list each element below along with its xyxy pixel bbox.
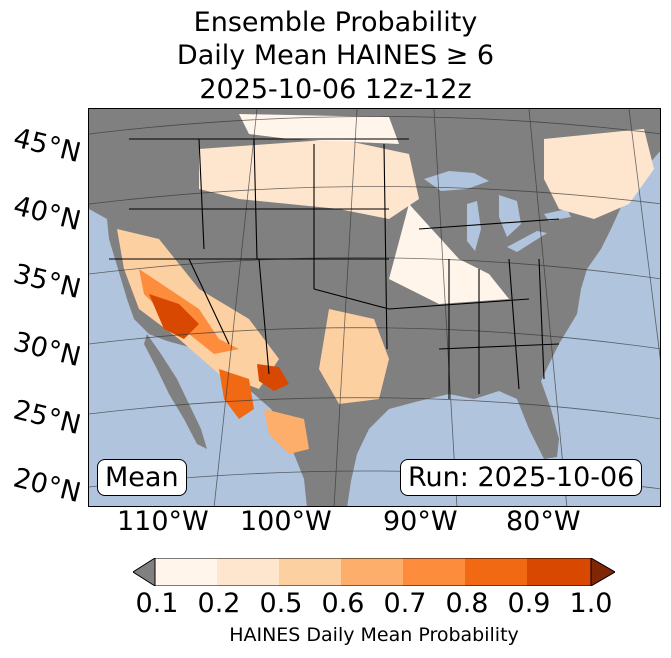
- colorbar-frame: [154, 558, 592, 586]
- meridian-110: [213, 109, 258, 506]
- prob-patch-southern-plains: [319, 309, 389, 404]
- colorbar-bin-6: [527, 558, 591, 586]
- colorbar-tick-0.8: 0.8: [445, 588, 489, 619]
- lake-erie: [507, 231, 547, 252]
- map-svg: [89, 109, 660, 506]
- colorbar-tick-0.2: 0.2: [197, 588, 241, 619]
- colorbar-label: HAINES Daily Mean Probability: [229, 624, 519, 646]
- parallel-45: [89, 116, 660, 135]
- lon-label-90: 90°W: [383, 506, 458, 537]
- lake-ontario: [544, 209, 571, 221]
- colorbar-bin-3: [341, 558, 403, 586]
- parallel-40: [89, 186, 660, 205]
- colorbar: [133, 558, 615, 586]
- lat-label-30: 30°N: [10, 326, 84, 374]
- colorbar-tick-0.1: 0.1: [135, 588, 179, 619]
- lon-label-80: 80°W: [506, 506, 581, 537]
- colorbar-over: [590, 558, 615, 586]
- prob-patch-central-mexico: [264, 409, 309, 454]
- baja-peninsula: [144, 334, 207, 449]
- meridian-70: [628, 109, 660, 360]
- colorbar-under: [133, 558, 156, 586]
- lat-label-40: 40°N: [10, 190, 84, 238]
- lat-label-20: 20°N: [10, 462, 84, 510]
- meridian-100: [333, 109, 358, 506]
- border-northern: [109, 138, 560, 399]
- prob-patch-canada: [239, 114, 399, 144]
- mean-label-box: Mean: [97, 459, 187, 496]
- prob-patch-socal: [149, 294, 199, 339]
- lat-label-45: 45°N: [10, 122, 84, 170]
- map-panel[interactable]: [88, 108, 661, 507]
- colorbar-tick-0.7: 0.7: [383, 588, 427, 619]
- lake-michigan: [467, 201, 481, 251]
- lat-label-25: 25°N: [10, 394, 84, 442]
- colorbar-bin-4: [403, 558, 465, 586]
- parallel-25: [89, 397, 660, 420]
- colorbar-tick-1.0: 1.0: [569, 588, 613, 619]
- run-label-box: Run: 2025-10-06: [400, 459, 643, 496]
- state-borders: [109, 138, 560, 399]
- prob-patch-northeast: [544, 129, 654, 219]
- colorbar-bin-1: [217, 558, 279, 586]
- meridian-80: [528, 109, 568, 506]
- colorbar-bin-5: [465, 558, 527, 586]
- prob-patch-new-mexico: [257, 364, 289, 391]
- lake-huron: [499, 195, 521, 237]
- parallel-30: [89, 327, 660, 350]
- lake-superior: [424, 171, 489, 191]
- parallel-35: [89, 257, 660, 280]
- lat-label-35: 35°N: [10, 258, 84, 306]
- title-line-3: 2025-10-06 12z-12z: [199, 74, 472, 105]
- colorbar-tick-0.6: 0.6: [321, 588, 365, 619]
- lon-label-110: 110°W: [117, 506, 209, 537]
- colorbar-bin-2: [279, 558, 341, 586]
- colorbar-tick-0.9: 0.9: [507, 588, 551, 619]
- lon-label-100: 100°W: [240, 506, 332, 537]
- title-line-2: Daily Mean HAINES ≥ 6: [176, 40, 495, 71]
- title-line-1: Ensemble Probability: [193, 7, 478, 38]
- colorbar-tick-0.5: 0.5: [259, 588, 303, 619]
- colorbar-bin-0: [155, 558, 217, 586]
- meridian-90: [433, 109, 458, 506]
